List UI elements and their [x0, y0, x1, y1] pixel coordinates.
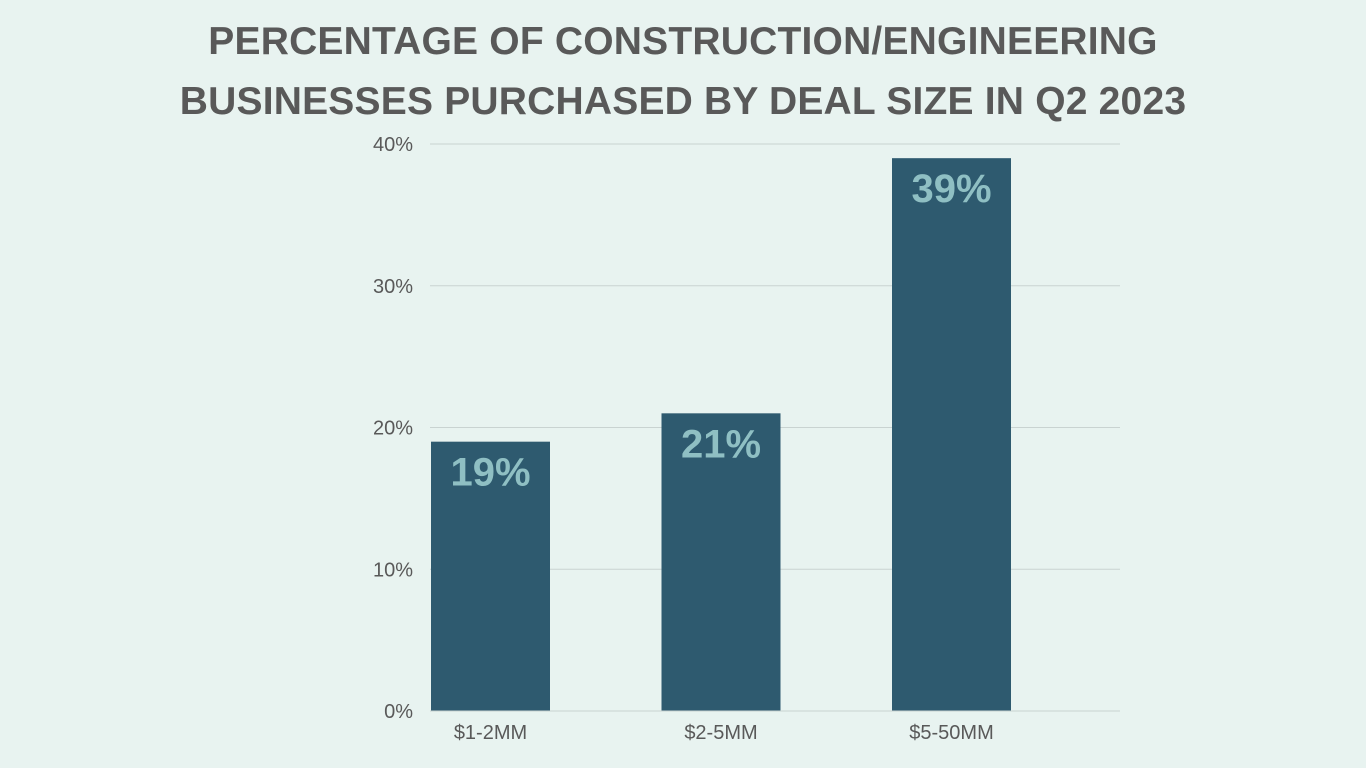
x-tick-label: $5-50MM [909, 722, 993, 744]
bar-1 [431, 441, 550, 711]
data-label: 19% [450, 451, 530, 495]
y-tick-label: 40% [373, 134, 413, 156]
bar-2 [661, 413, 781, 711]
data-label: 21% [681, 422, 761, 466]
y-tick-label: 0% [384, 701, 413, 723]
chart-title-line-1: PERCENTAGE OF CONSTRUCTION/ENGINEERING [208, 20, 1158, 63]
data-label: 39% [911, 167, 991, 211]
chart-title-line-2: BUSINESSES PURCHASED BY DEAL SIZE IN Q2 … [179, 80, 1187, 123]
bar-3 [892, 158, 1011, 712]
x-tick-label: $1-2MM [454, 722, 527, 744]
y-tick-label: 20% [373, 418, 413, 440]
x-tick-label: $2-5MM [684, 722, 757, 744]
y-tick-label: 30% [373, 276, 413, 298]
y-tick-label: 10% [373, 559, 413, 581]
